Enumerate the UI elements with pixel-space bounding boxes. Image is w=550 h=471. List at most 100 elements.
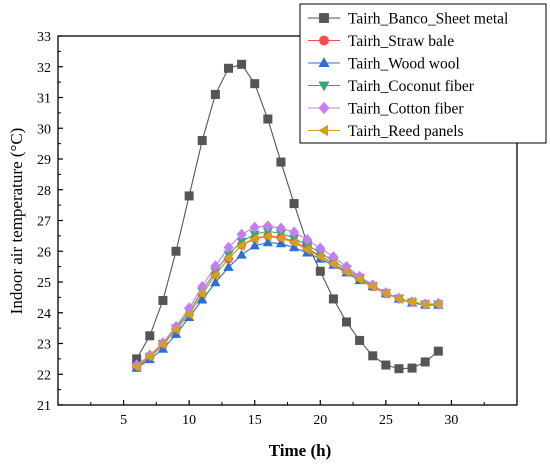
legend-marker-tairh-coconut-fiber — [318, 81, 330, 92]
data-point-tairh-reed-panels — [157, 338, 167, 350]
x-tick-label: 15 — [248, 413, 262, 428]
data-point-tairh-banco-sheet-metal — [289, 199, 299, 209]
data-point-tairh-banco-sheet-metal — [145, 331, 155, 341]
data-point-tairh-banco-sheet-metal — [171, 246, 181, 256]
data-point-tairh-banco-sheet-metal — [355, 335, 365, 345]
data-point-tairh-cotton-fiber — [249, 221, 260, 233]
legend-label-tairh-straw-bale: Tairh_Straw bale — [348, 33, 454, 50]
data-point-tairh-banco-sheet-metal — [197, 136, 207, 146]
legend-label-tairh-wood-wool: Tairh_Wood wool — [348, 56, 460, 73]
data-point-tairh-banco-sheet-metal — [158, 295, 168, 305]
series-tairh-wood-wool — [131, 237, 444, 372]
y-tick-label: 31 — [37, 92, 51, 107]
data-point-tairh-reed-panels — [249, 233, 259, 245]
legend-marker-tairh-banco-sheet-metal — [319, 13, 329, 23]
series-tairh-reed-panels — [131, 231, 442, 372]
data-point-tairh-cotton-fiber — [236, 228, 247, 241]
data-point-tairh-reed-panels — [301, 244, 311, 255]
y-tick-label: 30 — [37, 122, 51, 137]
series-line-tairh-straw-bale — [136, 235, 439, 368]
y-tick-label: 27 — [37, 215, 51, 230]
series-line-tairh-reed-panels — [136, 235, 439, 367]
data-point-tairh-reed-panels — [262, 231, 272, 242]
data-point-tairh-reed-panels — [209, 270, 220, 281]
y-tick-label: 23 — [37, 338, 51, 353]
data-point-tairh-reed-panels — [419, 299, 429, 310]
data-point-tairh-reed-panels — [144, 351, 154, 362]
x-tick-label: 30 — [444, 413, 458, 428]
x-axis-title: Time (h) — [269, 441, 332, 460]
y-axis-title: Indoor air temperature (°C) — [7, 128, 26, 315]
data-point-tairh-banco-sheet-metal — [250, 79, 260, 89]
data-point-tairh-cotton-fiber — [275, 222, 286, 234]
data-point-tairh-cotton-fiber — [210, 260, 221, 272]
legend-box — [299, 3, 547, 144]
series-tairh-banco-sheet-metal — [132, 59, 443, 374]
x-tick-label: 5 — [120, 413, 127, 428]
legend-label-tairh-coconut-fiber: Tairh_Coconut fiber — [348, 78, 475, 95]
y-tick-label: 33 — [37, 30, 51, 45]
x-tick-label: 10 — [182, 413, 196, 428]
data-point-tairh-reed-panels — [131, 361, 141, 372]
data-point-tairh-wood-wool — [262, 237, 273, 247]
data-point-tairh-wood-wool — [236, 249, 247, 259]
data-point-tairh-banco-sheet-metal — [263, 114, 273, 124]
data-point-tairh-reed-panels — [354, 274, 364, 285]
data-point-tairh-wood-wool — [197, 294, 208, 304]
data-point-tairh-reed-panels — [406, 296, 416, 308]
legend-marker-tairh-reed-panels — [318, 124, 328, 137]
data-point-tairh-reed-panels — [170, 324, 180, 335]
data-point-tairh-banco-sheet-metal — [342, 317, 352, 327]
data-point-tairh-reed-panels — [393, 293, 403, 305]
x-tick-label: 25 — [379, 413, 393, 428]
data-point-tairh-cotton-fiber — [262, 220, 273, 232]
y-tick-label: 32 — [37, 61, 51, 76]
data-point-tairh-reed-panels — [341, 267, 351, 278]
legend-marker-tairh-wood-wool — [318, 57, 330, 67]
data-point-tairh-reed-panels — [432, 299, 442, 310]
data-point-tairh-reed-panels — [288, 237, 298, 248]
legend-label-tairh-cotton-fiber: Tairh_Cotton fiber — [348, 101, 464, 118]
legend-label-tairh-reed-panels: Tairh_Reed panels — [348, 123, 464, 140]
x-tick-label: 20 — [313, 413, 327, 428]
data-point-tairh-reed-panels — [183, 309, 193, 320]
data-point-tairh-reed-panels — [314, 251, 324, 262]
data-point-tairh-reed-panels — [236, 240, 246, 251]
series-line-tairh-wood-wool — [136, 242, 439, 369]
data-point-tairh-banco-sheet-metal — [407, 363, 417, 373]
data-point-tairh-banco-sheet-metal — [394, 364, 404, 374]
data-point-tairh-banco-sheet-metal — [184, 191, 194, 201]
data-point-tairh-wood-wool — [275, 238, 287, 248]
axes: 5 10 15 20 25 30 21 22 23 24 25 26 27 28 29 30 31 32 33 — [37, 30, 485, 428]
data-point-tairh-wood-wool — [210, 277, 221, 287]
y-tick-label: 29 — [37, 153, 51, 168]
legend-marker-tairh-straw-bale — [319, 35, 329, 46]
data-point-tairh-cotton-fiber — [289, 226, 300, 238]
data-point-tairh-banco-sheet-metal — [420, 357, 430, 367]
series-line-tairh-coconut-fiber — [136, 230, 439, 367]
data-point-tairh-reed-panels — [275, 233, 285, 244]
y-tick-label: 22 — [37, 368, 51, 383]
data-point-tairh-banco-sheet-metal — [381, 360, 391, 370]
data-point-tairh-banco-sheet-metal — [276, 157, 286, 167]
series-line-tairh-cotton-fiber — [136, 225, 439, 366]
data-point-tairh-reed-panels — [367, 281, 377, 292]
data-point-tairh-reed-panels — [223, 252, 233, 264]
legend: Tairh_Banco_Sheet metal Tairh_Straw bale T… — [299, 3, 547, 144]
series-layer — [131, 59, 444, 374]
data-point-tairh-banco-sheet-metal — [223, 63, 233, 73]
data-point-tairh-banco-sheet-metal — [315, 266, 325, 276]
data-point-tairh-reed-panels — [327, 259, 338, 270]
data-point-tairh-banco-sheet-metal — [328, 294, 338, 304]
legend-label-tairh-banco-sheet-metal: Tairh_Banco_Sheet metal — [348, 11, 508, 28]
data-point-tairh-cotton-fiber — [315, 242, 326, 254]
data-point-tairh-wood-wool — [249, 240, 260, 250]
y-tick-label: 26 — [37, 245, 51, 260]
y-tick-label: 28 — [37, 184, 51, 199]
y-tick-label: 21 — [37, 399, 51, 414]
data-point-tairh-banco-sheet-metal — [237, 59, 247, 69]
legend-marker-tairh-cotton-fiber — [318, 101, 330, 115]
data-point-tairh-reed-panels — [196, 288, 206, 299]
